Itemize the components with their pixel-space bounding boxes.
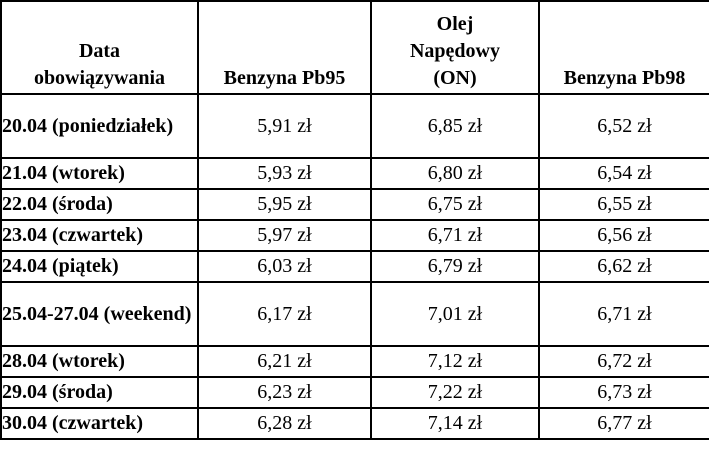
- on-price: 6,71 zł: [370, 219, 540, 252]
- pb95-price: 6,17 zł: [197, 281, 372, 347]
- header-on-label: Olej Napędowy (ON): [409, 13, 500, 89]
- header-pb95-label: Benzyna Pb95: [223, 67, 346, 89]
- on-price: 6,75 zł: [370, 188, 540, 221]
- date-cell: 28.04 (wtorek): [0, 345, 199, 378]
- pb95-price: 5,93 zł: [197, 157, 372, 190]
- date-cell: 21.04 (wtorek): [0, 157, 199, 190]
- on-price: 6,79 zł: [370, 250, 540, 283]
- header-row: Data obowiązywania Benzyna Pb95 Olej Nap…: [0, 0, 709, 95]
- header-date: Data obowiązywania: [0, 0, 199, 95]
- date-cell: 29.04 (środa): [0, 376, 199, 409]
- pb95-price: 6,21 zł: [197, 345, 372, 378]
- fuel-prices-table: Data obowiązywania Benzyna Pb95 Olej Nap…: [0, 0, 709, 440]
- date-cell: 25.04-27.04 (weekend): [0, 281, 199, 347]
- pb95-price: 5,95 zł: [197, 188, 372, 221]
- date-cell: 22.04 (środa): [0, 188, 199, 221]
- pb95-price: 6,28 zł: [197, 407, 372, 440]
- on-price: 7,01 zł: [370, 281, 540, 347]
- table-row: 24.04 (piątek) 6,03 zł 6,79 zł 6,62 zł: [0, 250, 709, 283]
- pb98-price: 6,73 zł: [538, 376, 709, 409]
- table-row: 20.04 (poniedziałek) 5,91 zł 6,85 zł 6,5…: [0, 93, 709, 159]
- table-row: 25.04-27.04 (weekend) 6,17 zł 7,01 zł 6,…: [0, 281, 709, 347]
- date-cell: 24.04 (piątek): [0, 250, 199, 283]
- header-pb98-label: Benzyna Pb98: [563, 67, 686, 89]
- pb95-price: 5,97 zł: [197, 219, 372, 252]
- pb95-price: 6,23 zł: [197, 376, 372, 409]
- pb98-price: 6,71 zł: [538, 281, 709, 347]
- header-date-label: Data obowiązywania: [33, 40, 166, 89]
- date-cell: 23.04 (czwartek): [0, 219, 199, 252]
- date-cell: 20.04 (poniedziałek): [0, 93, 199, 159]
- on-price: 6,80 zł: [370, 157, 540, 190]
- header-pb95: Benzyna Pb95: [197, 0, 372, 95]
- on-price: 7,14 zł: [370, 407, 540, 440]
- table-row: 29.04 (środa) 6,23 zł 7,22 zł 6,73 zł: [0, 376, 709, 409]
- pb95-price: 5,91 zł: [197, 93, 372, 159]
- table-row: 21.04 (wtorek) 5,93 zł 6,80 zł 6,54 zł: [0, 157, 709, 190]
- pb98-price: 6,54 zł: [538, 157, 709, 190]
- table-row: 28.04 (wtorek) 6,21 zł 7,12 zł 6,72 zł: [0, 345, 709, 378]
- on-price: 7,22 zł: [370, 376, 540, 409]
- date-cell: 30.04 (czwartek): [0, 407, 199, 440]
- pb98-price: 6,56 zł: [538, 219, 709, 252]
- pb98-price: 6,62 zł: [538, 250, 709, 283]
- pb95-price: 6,03 zł: [197, 250, 372, 283]
- on-price: 7,12 zł: [370, 345, 540, 378]
- pb98-price: 6,77 zł: [538, 407, 709, 440]
- on-price: 6,85 zł: [370, 93, 540, 159]
- table-row: 22.04 (środa) 5,95 zł 6,75 zł 6,55 zł: [0, 188, 709, 221]
- header-on: Olej Napędowy (ON): [370, 0, 540, 95]
- header-pb98: Benzyna Pb98: [538, 0, 709, 95]
- pb98-price: 6,52 zł: [538, 93, 709, 159]
- table-row: 30.04 (czwartek) 6,28 zł 7,14 zł 6,77 zł: [0, 407, 709, 440]
- pb98-price: 6,72 zł: [538, 345, 709, 378]
- pb98-price: 6,55 zł: [538, 188, 709, 221]
- table-row: 23.04 (czwartek) 5,97 zł 6,71 zł 6,56 zł: [0, 219, 709, 252]
